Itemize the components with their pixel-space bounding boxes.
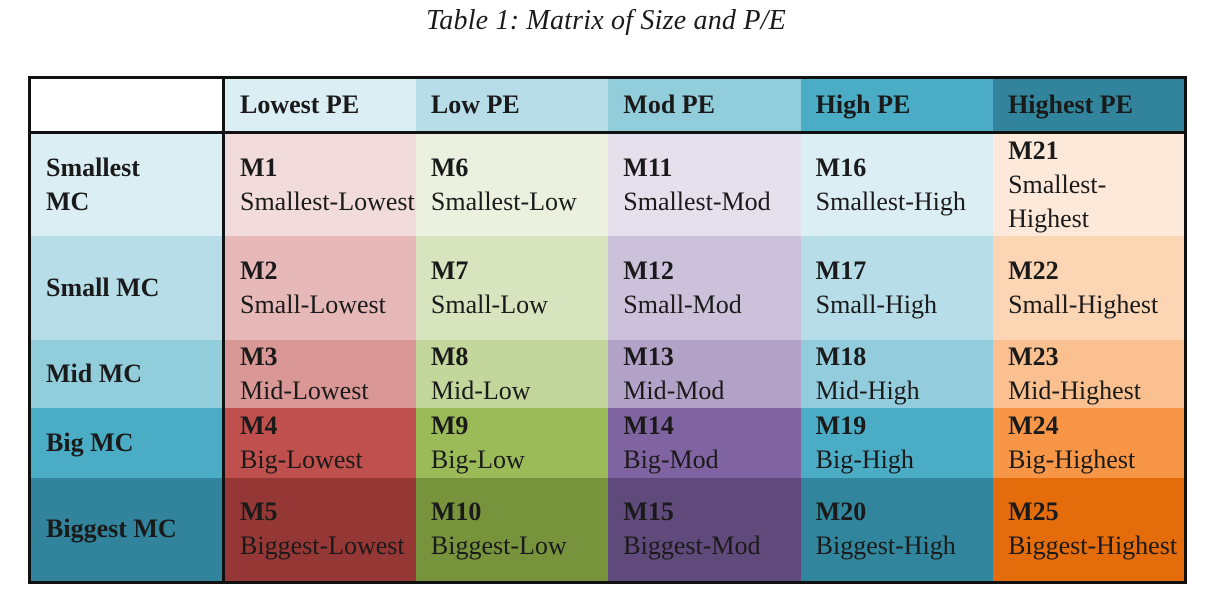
column-header: Highest PE	[993, 77, 1186, 134]
table-row: Biggest MC M5 Biggest-Lowest M10 Biggest-Low…	[29, 478, 1186, 582]
matrix-cell: M13 Mid-Mod	[608, 340, 801, 408]
matrix-cell: M25 Biggest-Highest	[993, 478, 1186, 582]
cell-label: Smallest-Lowest	[240, 187, 415, 216]
cell-label: Mid-Lowest	[240, 376, 369, 405]
cell-label: Big-Lowest	[240, 445, 363, 474]
cell-label: Biggest-Low	[430, 531, 567, 561]
cell-label: Small-Mod	[623, 290, 742, 319]
cell-code: M14	[623, 411, 674, 440]
corner-cell	[29, 77, 225, 134]
matrix-cell: M23 Mid-Highest	[993, 340, 1186, 408]
cell-code: M7	[430, 256, 469, 285]
matrix-cell: M4 Big-Lowest	[223, 408, 416, 478]
matrix-cell: M10 Biggest-Low	[415, 478, 609, 582]
cell-code: M2	[240, 256, 278, 285]
cell-label: Mid-High	[815, 376, 920, 405]
cell-label: Big-High	[815, 445, 914, 474]
matrix-cell: M9 Big-Low	[415, 408, 609, 478]
cell-code: M18	[815, 342, 867, 371]
cell-code: M15	[623, 497, 674, 527]
cell-label: Small-Highest	[1008, 290, 1159, 319]
cell-label: Mid-Highest	[1008, 376, 1141, 405]
cell-code: M11	[623, 153, 673, 182]
cell-label: Mid-Mod	[623, 376, 725, 405]
cell-code: M12	[623, 256, 674, 285]
column-header: Lowest PE	[223, 77, 416, 134]
cell-code: M13	[623, 342, 674, 371]
table-row: Smallest MC M1 Smallest-Lowest M6 Smallest-L…	[29, 132, 1186, 236]
cell-code: M5	[240, 497, 278, 527]
cell-label: Biggest-Highest	[1008, 531, 1178, 561]
cell-label: Biggest-High	[815, 531, 956, 561]
cell-label: Big-Mod	[623, 445, 719, 474]
row-header: Biggest MC	[29, 478, 225, 582]
cell-label: Smallest-Highest	[1008, 170, 1107, 233]
cell-code: M21	[1008, 136, 1059, 165]
cell-label: Smallest-High	[815, 187, 966, 216]
matrix-cell: M18 Mid-High	[800, 340, 994, 408]
matrix-cell: M15 Biggest-Mod	[608, 478, 801, 582]
column-header: Low PE	[415, 77, 609, 134]
cell-label: Smallest-Mod	[623, 187, 771, 216]
cell-code: M16	[815, 153, 867, 182]
matrix-cell: M6 Smallest-Low	[415, 132, 609, 236]
cell-code: M3	[240, 342, 278, 371]
matrix-cell: M5 Biggest-Lowest	[223, 478, 416, 582]
cell-code: M17	[815, 256, 867, 285]
cell-label: Small-Lowest	[240, 290, 386, 319]
cell-label: Biggest-Lowest	[240, 531, 405, 561]
column-header: High PE	[800, 77, 994, 134]
cell-label: Biggest-Mod	[623, 531, 761, 561]
matrix-cell: M19 Big-High	[800, 408, 994, 478]
matrix-cell: M2 Small-Lowest	[223, 236, 416, 340]
cell-code: M22	[1008, 256, 1059, 285]
cell-label: Big-Low	[430, 445, 525, 474]
matrix-cell: M16 Smallest-High	[800, 132, 994, 236]
cell-code: M19	[815, 411, 867, 440]
column-header: Mod PE	[608, 77, 801, 134]
cell-code: M24	[1008, 411, 1059, 440]
cell-code: M8	[430, 342, 469, 371]
matrix-cell: M7 Small-Low	[415, 236, 609, 340]
cell-code: M6	[430, 153, 469, 182]
cell-code: M4	[240, 411, 278, 440]
matrix-cell: M3 Mid-Lowest	[223, 340, 416, 408]
matrix-cell: M12 Small-Mod	[608, 236, 801, 340]
matrix-cell: M24 Big-Highest	[993, 408, 1186, 478]
cell-label: Small-High	[815, 290, 938, 319]
table-row: Mid MC M3 Mid-Lowest M8 Mid-Low M13 Mid-Mod M18…	[29, 340, 1186, 408]
cell-code: M20	[815, 497, 867, 527]
cell-code: M25	[1008, 497, 1059, 527]
table-row: Small MC M2 Small-Lowest M7 Small-Low M12 Smal…	[29, 236, 1186, 340]
cell-label: Smallest-Low	[430, 187, 577, 216]
cell-code: M9	[430, 411, 469, 440]
cell-code: M23	[1008, 342, 1059, 371]
matrix-cell: M21 Smallest-Highest	[993, 132, 1186, 236]
cell-label: Mid-Low	[430, 376, 531, 405]
cell-label: Big-Highest	[1008, 445, 1136, 474]
matrix-cell: M1 Smallest-Lowest	[223, 132, 416, 236]
matrix-cell: M17 Small-High	[800, 236, 994, 340]
table-caption: Table 1: Matrix of Size and P/E	[426, 5, 786, 36]
cell-label: Small-Low	[430, 290, 548, 319]
cell-code: M10	[430, 497, 482, 527]
row-header: Mid MC	[29, 340, 225, 408]
matrix-cell: M11 Smallest-Mod	[608, 132, 801, 236]
size-pe-matrix: Lowest PE Low PE Mod PE High PE Highest …	[28, 76, 1187, 584]
matrix-cell: M8 Mid-Low	[415, 340, 609, 408]
cell-code: M1	[240, 153, 278, 182]
matrix-cell: M20 Biggest-High	[800, 478, 994, 582]
table-row: Big MC M4 Big-Lowest M9 Big-Low M14 Big-Mod M19…	[29, 408, 1186, 478]
row-header: Small MC	[29, 236, 225, 340]
matrix-cell: M14 Big-Mod	[608, 408, 801, 478]
row-header: Big MC	[29, 408, 225, 478]
matrix-cell: M22 Small-Highest	[993, 236, 1186, 340]
row-header: Smallest MC	[29, 132, 225, 236]
header-row: Lowest PE Low PE Mod PE High PE Highest …	[29, 77, 1186, 134]
